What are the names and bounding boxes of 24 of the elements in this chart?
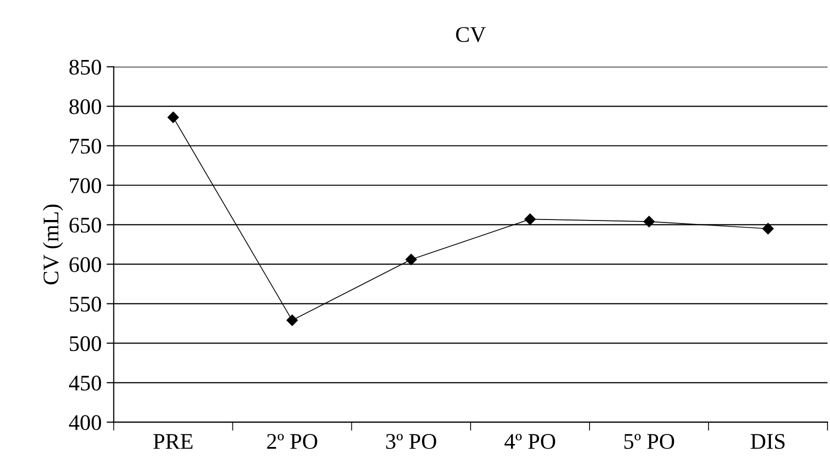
x-tick-label: 3º PO	[386, 434, 436, 449]
point	[762, 223, 774, 234]
point	[524, 214, 536, 225]
y-tick-label: 750	[70, 138, 102, 154]
y-tick-label: 850	[69, 60, 102, 75]
x-tick-label: 4º PO	[504, 434, 556, 449]
x-tick-label: 5º PO	[624, 434, 674, 449]
chart-title: CV	[456, 27, 486, 42]
y-axis-title: CV (mL)	[42, 204, 64, 284]
point	[286, 314, 298, 326]
x-tick-label: DIS	[750, 434, 785, 449]
point	[168, 112, 179, 123]
y-tick-label: 500	[70, 336, 102, 352]
y-tick-label: 450	[69, 376, 102, 391]
y-tick-label: 800	[69, 99, 102, 114]
y-tick-label: 400	[69, 415, 102, 430]
y-tick-label: 650	[70, 218, 102, 233]
x-tick-label: PRE	[153, 434, 192, 449]
point	[643, 216, 655, 228]
y-tick-label: 550	[70, 296, 102, 312]
y-tick-label: 600	[70, 257, 102, 272]
point	[406, 254, 417, 266]
x-tick-label: 2º PO	[267, 434, 318, 449]
y-tick-label: 700	[70, 178, 102, 194]
